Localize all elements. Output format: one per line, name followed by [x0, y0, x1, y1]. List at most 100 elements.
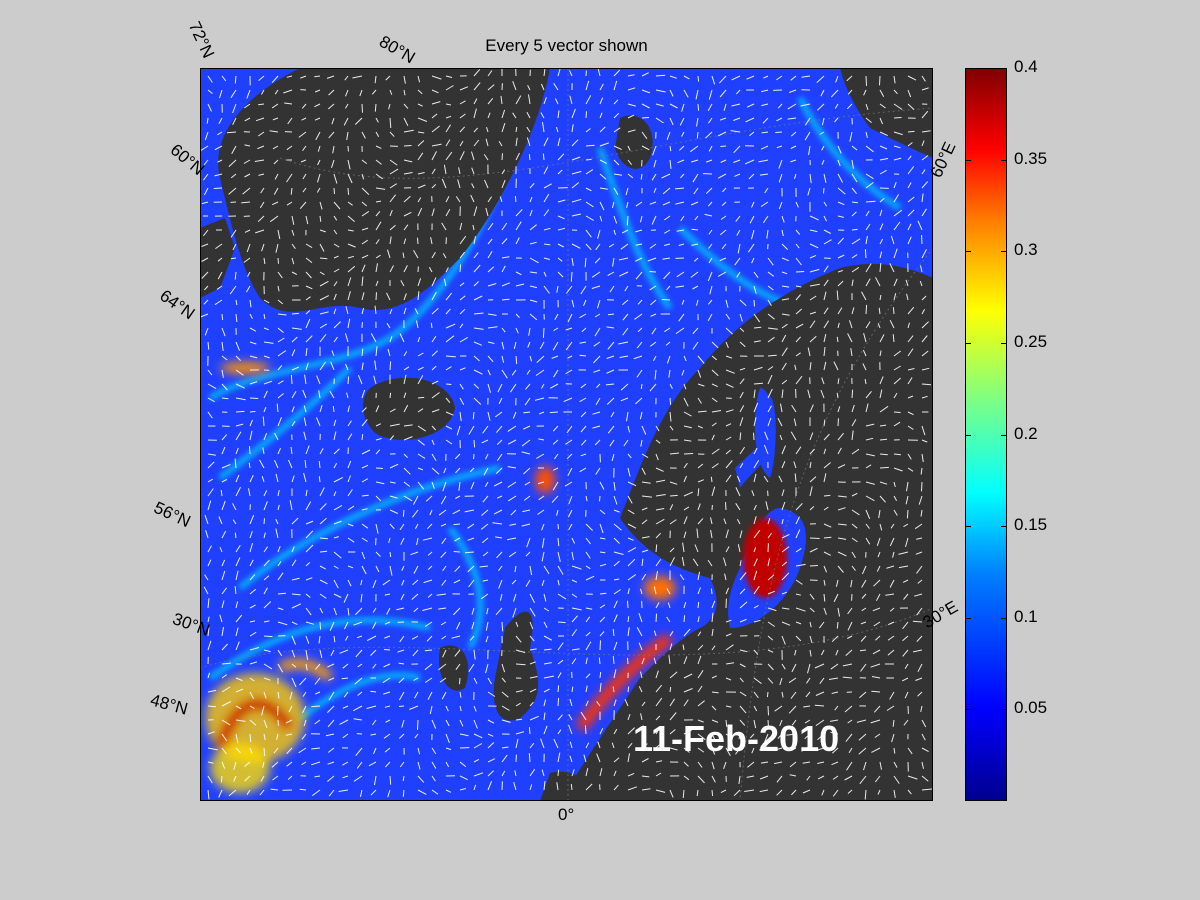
velocity-vector: [459, 367, 466, 371]
velocity-vector: [412, 649, 419, 657]
velocity-vector: [217, 131, 223, 136]
velocity-vector: [375, 210, 381, 217]
velocity-vector: [258, 75, 265, 81]
velocity-vector: [501, 705, 510, 711]
velocity-vector: [235, 688, 244, 693]
velocity-vector: [571, 182, 580, 189]
velocity-vector: [613, 99, 619, 105]
velocity-vector: [767, 649, 774, 653]
velocity-vector: [568, 714, 573, 721]
velocity-vector: [315, 131, 321, 141]
velocity-vector: [229, 285, 237, 295]
velocity-vector: [459, 308, 466, 315]
velocity-vector: [781, 215, 785, 223]
velocity-vector: [523, 495, 531, 501]
greenland-east: [200, 218, 235, 298]
velocity-vector: [739, 405, 745, 413]
velocity-vector: [597, 68, 601, 77]
velocity-vector: [781, 323, 788, 329]
velocity-vector: [779, 719, 783, 727]
velocity-vector: [244, 173, 251, 178]
velocity-vector: [471, 183, 475, 189]
velocity-vector: [898, 565, 909, 569]
velocity-vector: [205, 530, 209, 539]
velocity-vector: [274, 173, 279, 180]
velocity-vector: [277, 365, 283, 371]
velocity-vector: [816, 747, 825, 751]
velocity-vector: [557, 137, 561, 147]
velocity-vector: [361, 159, 368, 164]
velocity-vector: [647, 257, 657, 262]
velocity-vector: [627, 481, 637, 487]
velocity-vector: [790, 75, 797, 81]
velocity-vector: [570, 271, 573, 282]
velocity-vector: [473, 397, 482, 405]
velocity-vector: [455, 663, 461, 670]
velocity-vector: [920, 509, 923, 517]
velocity-vector: [739, 588, 746, 595]
velocity-vector: [403, 172, 413, 175]
velocity-vector: [417, 103, 423, 107]
velocity-vector: [921, 87, 929, 91]
velocity-vector: [697, 503, 701, 511]
velocity-vector: [804, 719, 811, 724]
velocity-vector: [597, 741, 601, 749]
velocity-vector: [436, 593, 447, 596]
velocity-vector: [219, 89, 223, 99]
velocity-vector: [789, 761, 797, 768]
velocity-vector: [277, 592, 287, 595]
velocity-vector: [370, 733, 377, 736]
plot-title: Every 5 vector shown: [485, 36, 648, 55]
velocity-vector: [640, 173, 643, 180]
velocity-vector: [473, 264, 481, 273]
velocity-vector: [851, 565, 856, 571]
velocity-vector: [921, 747, 929, 753]
velocity-vector: [753, 504, 757, 511]
velocity-vector: [907, 377, 913, 385]
velocity-vector: [501, 122, 506, 133]
velocity-vector: [747, 243, 755, 253]
velocity-vector: [638, 686, 643, 693]
velocity-vector: [388, 537, 391, 544]
velocity-vector: [431, 75, 442, 80]
velocity-vector: [305, 635, 310, 644]
velocity-vector: [515, 718, 523, 721]
velocity-vector: [627, 74, 635, 77]
velocity-vector: [837, 145, 842, 154]
velocity-vector: [375, 495, 382, 502]
velocity-vector: [921, 775, 929, 782]
velocity-vector: [343, 691, 349, 698]
velocity-vector: [851, 159, 854, 169]
velocity-vector: [361, 537, 368, 542]
velocity-vector: [737, 243, 741, 254]
velocity-vector: [697, 75, 700, 82]
velocity-vector: [207, 500, 212, 511]
velocity-vector: [512, 112, 517, 119]
velocity-vector: [453, 551, 461, 553]
velocity-vector: [235, 410, 245, 413]
velocity-vector: [879, 481, 888, 485]
velocity-vector: [669, 145, 672, 152]
velocity-vector: [870, 663, 881, 668]
velocity-vector: [305, 318, 311, 329]
velocity-vector: [666, 355, 671, 364]
velocity-vector: [305, 215, 309, 225]
velocity-vector: [529, 271, 538, 274]
velocity-vector: [284, 102, 293, 105]
velocity-vector: [781, 501, 786, 511]
velocity-vector: [485, 663, 489, 674]
velocity-vector: [263, 313, 266, 320]
velocity-vector: [655, 789, 666, 793]
velocity-vector: [790, 691, 797, 699]
velocity-vector: [594, 327, 601, 337]
velocity-vector: [767, 374, 773, 385]
velocity-vector: [557, 579, 560, 586]
velocity-vector: [431, 252, 436, 259]
velocity-vector: [347, 229, 354, 232]
velocity-vector: [864, 249, 867, 259]
velocity-vector: [680, 215, 685, 222]
velocity-vector: [921, 155, 929, 161]
velocity-vector: [669, 159, 672, 169]
velocity-vector: [417, 278, 422, 287]
velocity-vector: [823, 361, 827, 371]
